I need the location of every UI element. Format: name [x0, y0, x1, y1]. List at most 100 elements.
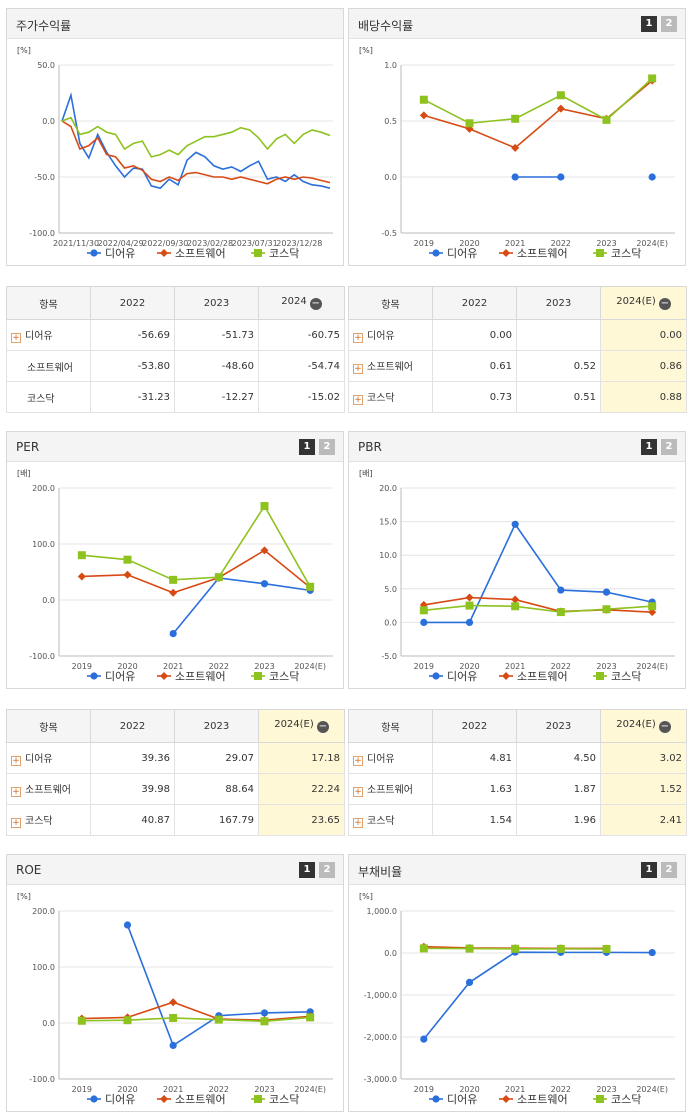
- expand-icon[interactable]: +: [353, 364, 363, 374]
- legend-marker: [432, 1095, 440, 1103]
- table-row: + 코스닥 40.87 167.79 23.65: [6, 804, 345, 836]
- data-point: [419, 95, 428, 104]
- panel-title: ROE: [16, 863, 42, 877]
- x-tick-label: 2019: [414, 1085, 434, 1094]
- page-1-button[interactable]: 1: [299, 439, 315, 455]
- legend-marker: [596, 1095, 604, 1103]
- x-tick-label: 2020: [117, 662, 137, 671]
- legend-marker: [502, 249, 510, 257]
- expand-icon[interactable]: +: [11, 756, 21, 766]
- chart-per: [배]200.0 100.0 0.0 -100.0 2019 2020 2021 2022 20…: [17, 469, 333, 683]
- unit-label: [%]: [359, 46, 373, 55]
- collapse-icon[interactable]: −: [658, 721, 671, 733]
- expand-icon[interactable]: +: [353, 395, 363, 405]
- data-point: [511, 520, 519, 528]
- column-header: 2023: [516, 286, 601, 320]
- row-label[interactable]: + 소프트웨어: [348, 350, 433, 382]
- legend-label: 코스닥: [611, 1093, 641, 1106]
- table-cell: 0.88: [600, 381, 687, 413]
- collapse-icon[interactable]: −: [316, 721, 329, 733]
- y-tick-label: 0.0: [384, 618, 397, 627]
- x-tick-label: 2022/04/29: [98, 239, 144, 248]
- chart-stock-return: [%] 50.0 0.0 -50.0 -100.02021/11/302022/04/2…: [17, 46, 333, 260]
- series-2: [77, 1013, 315, 1026]
- data-point: [169, 630, 177, 638]
- table-row: 코스닥 -31.23 -12.27 -15.02: [6, 381, 345, 413]
- page-1-button[interactable]: 1: [299, 862, 315, 878]
- row-label[interactable]: + 디어유: [348, 319, 433, 351]
- column-header: 2024(E) −: [600, 709, 687, 743]
- x-tick-label: 2019: [72, 662, 92, 671]
- data-point: [602, 945, 611, 954]
- page-2-button[interactable]: 2: [319, 439, 335, 455]
- data-point: [511, 114, 520, 123]
- table-row: + 코스닥 0.73 0.51 0.88: [348, 381, 687, 413]
- legend-marker: [596, 672, 604, 680]
- unit-label: [배]: [359, 469, 373, 478]
- expand-icon[interactable]: +: [353, 333, 363, 343]
- x-tick-label: 2020: [117, 1085, 137, 1094]
- data-point: [420, 618, 428, 626]
- page-2-button[interactable]: 2: [661, 862, 677, 878]
- column-header: 항목: [348, 709, 433, 743]
- row-label[interactable]: + 코스닥: [348, 804, 433, 836]
- x-tick-label: 2022: [551, 1085, 571, 1094]
- row-label[interactable]: + 소프트웨어: [6, 773, 91, 805]
- page-1-button[interactable]: 1: [641, 862, 657, 878]
- legend-label: 코스닥: [611, 247, 641, 260]
- table-cell: 1.96: [516, 804, 601, 836]
- data-point: [648, 602, 657, 611]
- collapse-icon[interactable]: −: [309, 298, 322, 310]
- panel-title: 주가수익률: [16, 19, 72, 33]
- y-tick-label: 100.0: [32, 540, 55, 549]
- page-2-button[interactable]: 2: [661, 16, 677, 32]
- y-tick-label: 0.0: [42, 1019, 55, 1028]
- x-tick-label: 2023: [596, 1085, 616, 1094]
- table-cell: 4.50: [516, 742, 601, 774]
- expand-icon[interactable]: +: [353, 787, 363, 797]
- collapse-icon[interactable]: −: [658, 298, 671, 310]
- page-1-button[interactable]: 1: [641, 439, 657, 455]
- data-point: [123, 921, 132, 929]
- page-2-button[interactable]: 2: [319, 862, 335, 878]
- series-0: [61, 92, 331, 190]
- table-cell: -56.69: [90, 319, 175, 351]
- table-row: + 소프트웨어 1.63 1.87 1.52: [348, 773, 687, 805]
- expand-icon[interactable]: +: [353, 818, 363, 828]
- data-point: [556, 104, 565, 113]
- pbr-panel: PBR 1 2 [배] 20.0 15.0 10.0 5.0 0.0 -5.0 2019 2020 20…: [348, 431, 686, 689]
- x-tick-label: 2023/12/28: [276, 239, 322, 248]
- x-tick-label: 2021: [163, 662, 183, 671]
- row-label[interactable]: + 디어유: [348, 742, 433, 774]
- column-header: 2023: [174, 286, 259, 320]
- column-header: 항목: [6, 709, 91, 743]
- row-label[interactable]: + 디어유: [6, 742, 91, 774]
- row-label[interactable]: + 디어유: [6, 319, 91, 351]
- data-point: [511, 173, 519, 181]
- page-1-button[interactable]: 1: [641, 16, 657, 32]
- row-label[interactable]: + 코스닥: [348, 381, 433, 413]
- y-tick-label: 200.0: [32, 907, 55, 916]
- data-point: [419, 606, 428, 615]
- panel-header: 부채비율 1 2: [349, 855, 685, 885]
- page-2-button[interactable]: 2: [661, 439, 677, 455]
- legend-marker: [160, 1095, 168, 1103]
- data-point: [465, 593, 474, 602]
- panel-title: PER: [16, 440, 40, 454]
- series-1: [77, 546, 315, 597]
- x-tick-label: 2024(E): [636, 1085, 668, 1094]
- table-cell: 0.51: [516, 381, 601, 413]
- expand-icon[interactable]: +: [11, 818, 21, 828]
- data-point: [511, 595, 520, 604]
- row-label[interactable]: + 코스닥: [6, 804, 91, 836]
- expand-icon[interactable]: +: [353, 756, 363, 766]
- data-point: [511, 143, 520, 152]
- data-point: [214, 573, 223, 582]
- data-point: [557, 586, 565, 594]
- row-label[interactable]: + 소프트웨어: [348, 773, 433, 805]
- data-point: [420, 1035, 428, 1043]
- legend-label: 디어유: [447, 1093, 477, 1106]
- expand-icon[interactable]: +: [11, 333, 21, 343]
- expand-icon[interactable]: +: [11, 787, 21, 797]
- legend-label: 소프트웨어: [175, 1093, 226, 1106]
